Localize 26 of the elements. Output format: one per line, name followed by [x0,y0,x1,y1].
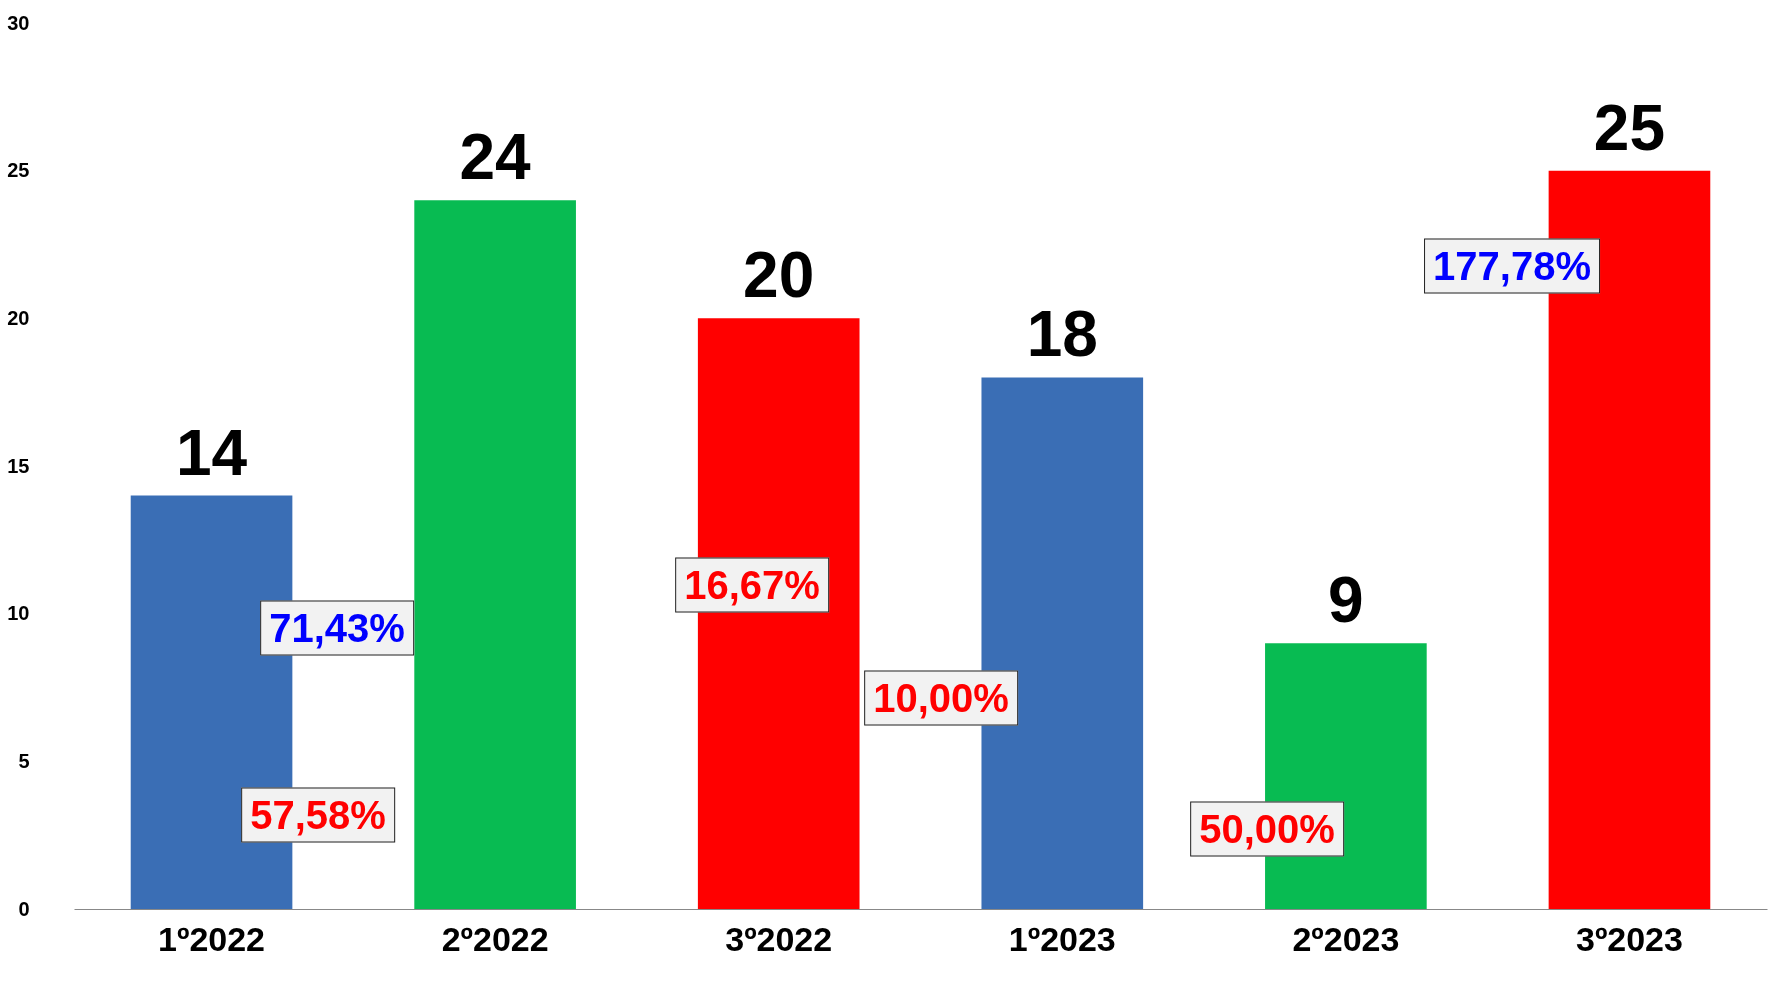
data-label: 18 [1026,298,1098,371]
data-label: 24 [459,121,532,194]
y-tick-label: 10 [7,602,30,625]
annotation: 16,67% [675,557,829,613]
x-tick-label: 2º2022 [441,919,549,958]
x-tick-label: 1º2023 [1008,919,1116,958]
y-tick-label: 30 [7,11,30,34]
annotation: 57,58% [241,787,395,843]
data-label: 20 [743,239,815,312]
annotation: 71,43% [260,600,414,656]
y-tick-label: 25 [7,159,30,182]
data-label: 14 [175,416,248,489]
y-tick-label: 5 [18,749,30,772]
x-tick-label: 1º2022 [158,919,266,958]
y-tick-label: 15 [7,454,30,477]
annotation: 50,00% [1190,801,1344,857]
data-label: 9 [1328,564,1364,637]
bar [414,200,576,909]
y-tick-label: 20 [7,306,30,329]
data-label: 25 [1593,91,1666,164]
annotation: 177,78% [1424,238,1600,294]
y-tick-label: 0 [18,897,30,920]
x-tick-label: 3º2023 [1575,919,1683,958]
x-tick-label: 3º2022 [725,919,833,958]
x-tick-label: 2º2023 [1292,919,1400,958]
annotation: 10,00% [864,670,1018,726]
